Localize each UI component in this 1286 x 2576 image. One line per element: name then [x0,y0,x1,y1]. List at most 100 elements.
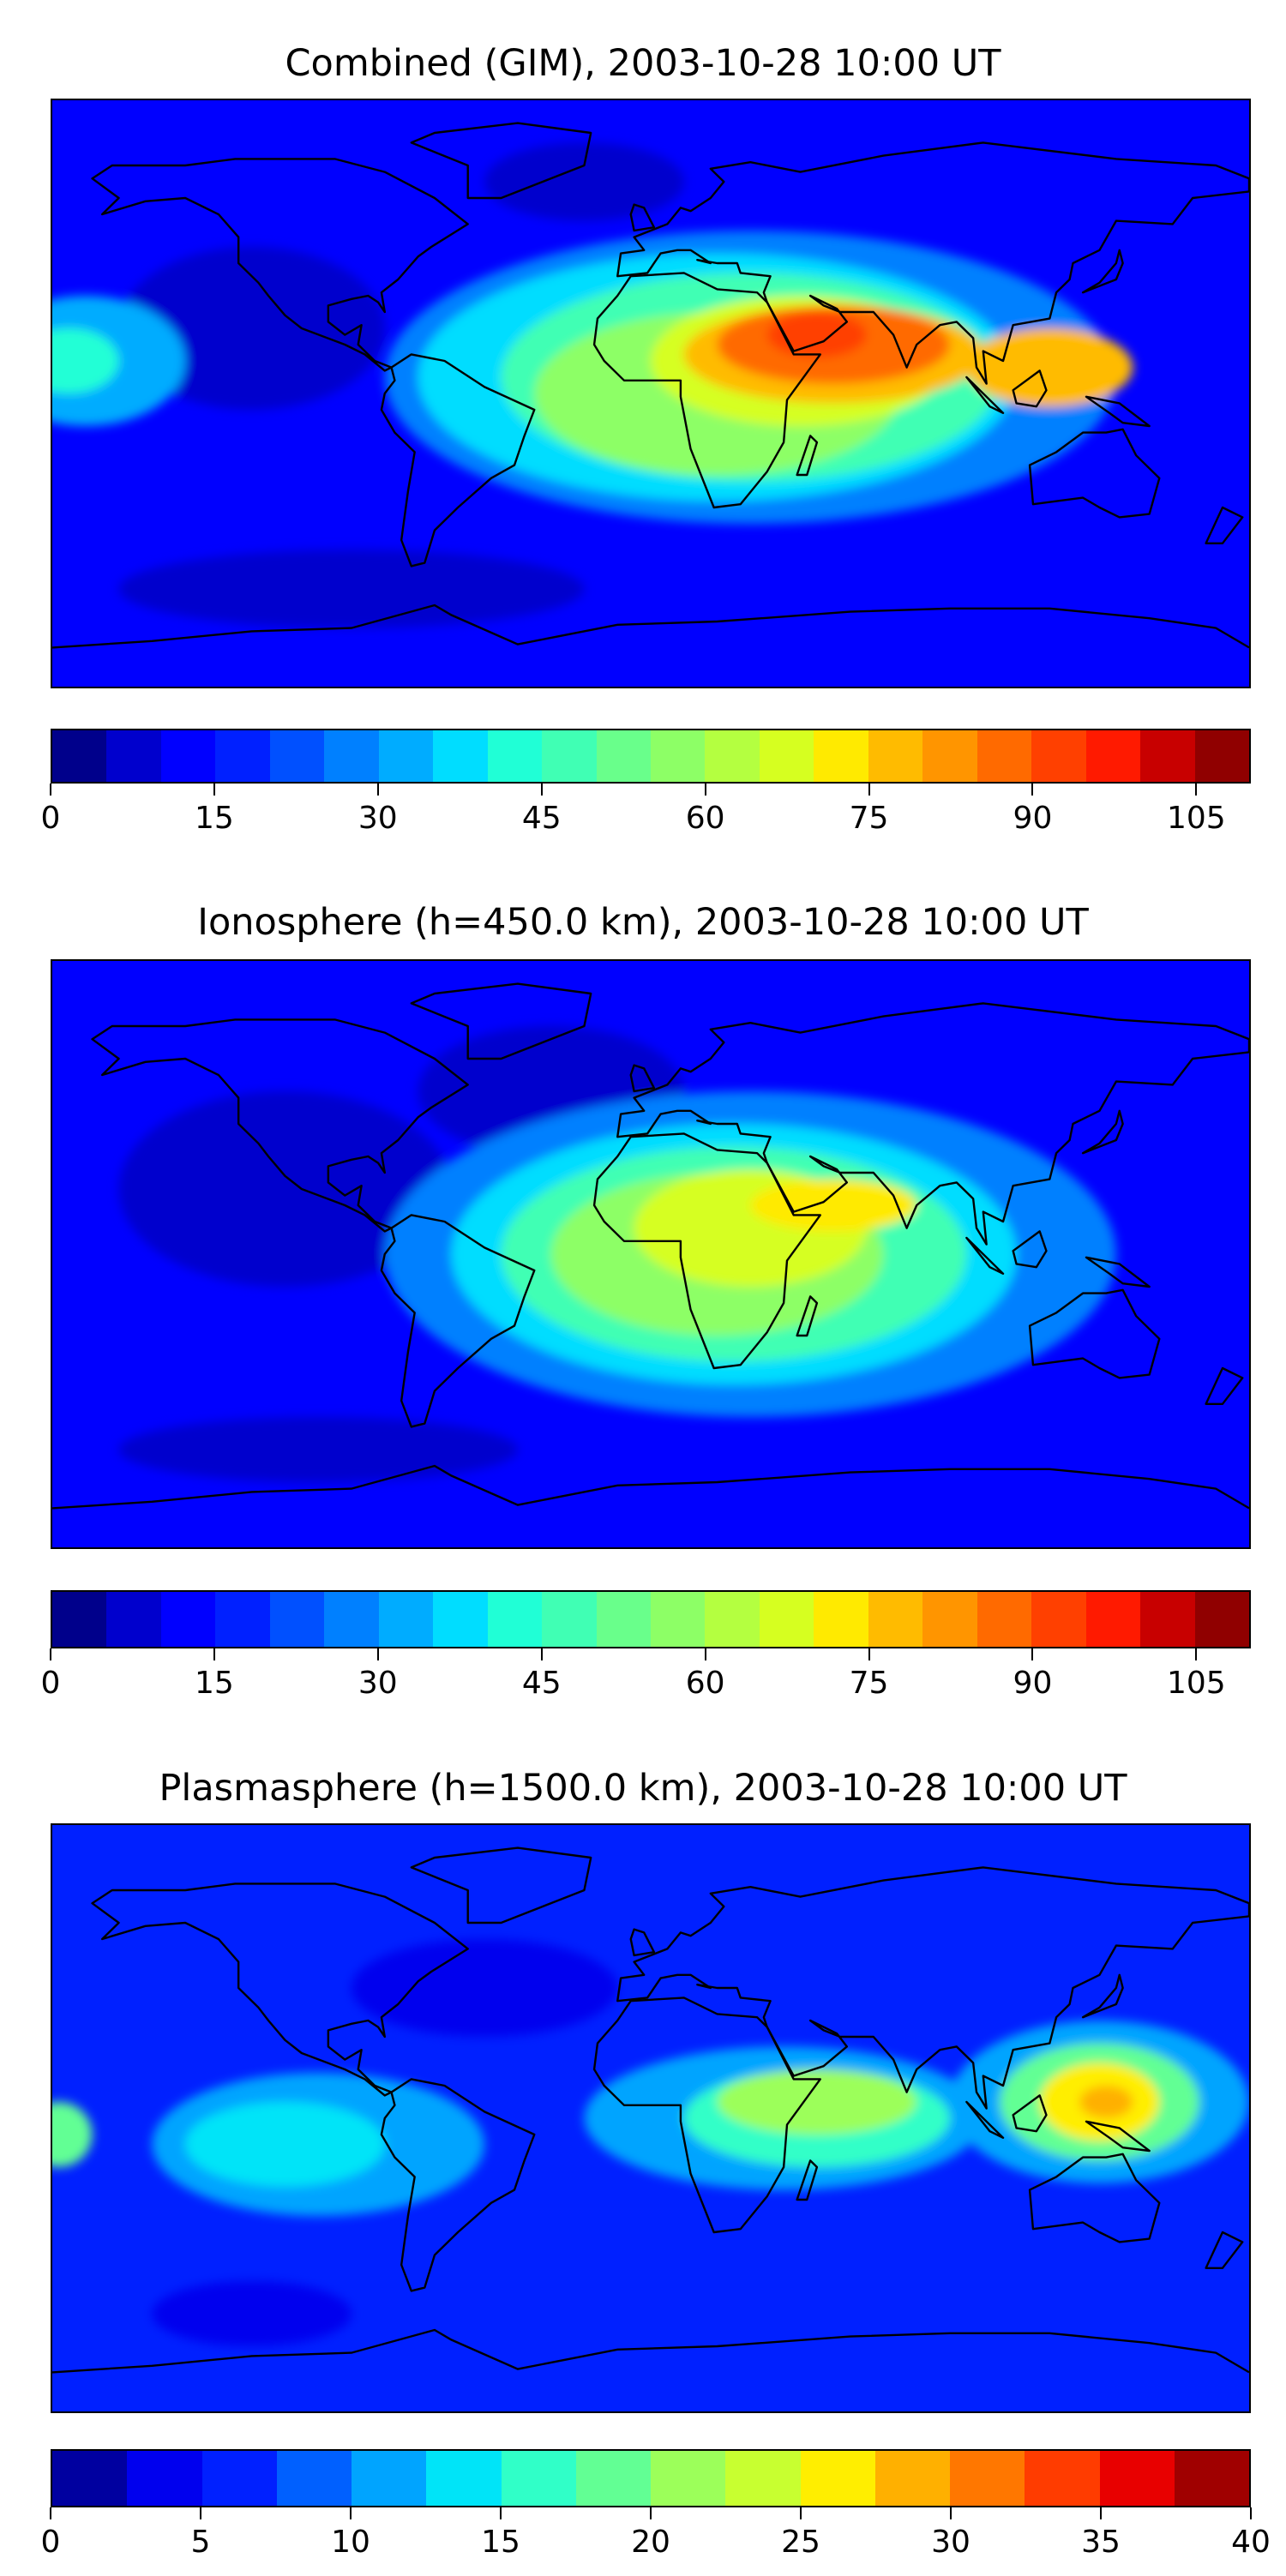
coastline-eurasia [617,1003,1249,1244]
field-contour [352,1939,618,2037]
colorbar-tick [213,1648,215,1660]
colorbar-tick [800,2507,802,2519]
colorbar-bin [950,2451,1025,2506]
colorbar-bin [868,730,923,782]
map-combined [51,99,1251,688]
colorbar-tick [950,2507,952,2519]
colorbar-tick [1195,1648,1198,1660]
colorbar-bin [922,730,977,782]
colorbar-bin [575,2451,651,2506]
colorbar-bin [1099,2451,1175,2506]
colorbar-tick [50,784,51,796]
colorbar-bin [324,730,379,782]
colorbar-bin [874,2451,950,2506]
coastline-australia [1030,1290,1159,1378]
colorbar-bin [433,1592,488,1647]
colorbar-ticks-ionosphere: 0 15 30 45 60 75 90 105 [41,1648,1251,1717]
colorbar-tick-label: 0 [40,1666,61,1701]
colorbar-tick-label: 10 [331,2525,370,2560]
colorbar-bin [269,1592,325,1647]
colorbar-tick [50,2507,51,2519]
colorbar-bin [201,2451,277,2506]
colorbar-bin [596,1592,651,1647]
coastline-uk [631,205,654,231]
coastline-north-america [93,159,468,370]
colorbar-tick-label: 75 [849,1666,889,1701]
colorbar-bin [759,730,814,782]
colorbar-tick-label: 30 [931,2525,971,2560]
colorbar-tick [868,784,870,796]
colorbar-bin [759,1592,814,1647]
colorbar-bin [52,1592,107,1647]
map-title-ionosphere: Ionosphere (h=450.0 km), 2003-10-28 10:0… [197,901,1089,944]
coastline-greenland [412,123,591,198]
colorbar-bin [487,1592,543,1647]
map-title-combined: Combined (GIM), 2003-10-28 10:00 UT [285,42,1001,85]
coastline-japan [1083,250,1123,292]
colorbar-tick-label: 90 [1013,1666,1053,1701]
colorbar-ticks-plasmasphere: 0 5 10 15 20 25 30 35 40 [41,2507,1271,2576]
coastline-new-zealand [1206,1368,1243,1404]
colorbar-tick [350,2507,352,2519]
colorbar-tick-label: 60 [685,801,725,836]
coastline-madagascar [797,435,817,475]
field-contour [766,312,868,358]
field-contour [185,2102,385,2187]
colorbar-bin [977,730,1032,782]
colorbar-tick-label: 90 [1013,801,1053,836]
field-contour [118,1091,452,1287]
colorbar-bin [596,730,651,782]
colorbar-tick-label: 40 [1231,2525,1271,2560]
coastline-antarctica [52,2330,1249,2372]
colorbar-bin [215,730,270,782]
colorbar-bin [1031,730,1086,782]
colorbar-bin [705,1592,760,1647]
coastline-antarctica [52,1466,1249,1508]
colorbar-bin [1140,730,1195,782]
colorbar-tick [704,1648,706,1660]
colorbar-bin [106,730,161,782]
coastline-greenland [412,984,591,1059]
coastline-africa [594,1997,820,2232]
colorbar-tick [200,2507,201,2519]
field-contour [118,1417,518,1482]
colorbar-plasmasphere [51,2449,1251,2507]
coastline-australia [1030,2154,1159,2243]
colorbar-bin [276,2451,352,2506]
colorbar-bin [160,730,216,782]
colorbar-tick-label: 45 [521,801,562,836]
colorbar-tick-label: 105 [1167,1666,1226,1701]
coastline-new-guinea [1086,2122,1150,2151]
colorbar-bin [1174,2451,1249,2506]
colorbar-tick [50,1648,51,1660]
colorbar-bin [1031,1592,1086,1647]
field-contour [484,142,684,221]
colorbar-tick [1100,2507,1102,2519]
colorbar-bin [160,1592,216,1647]
colorbar-tick-label: 35 [1081,2525,1121,2560]
coastline-uk [631,1066,654,1091]
coastline-new-zealand [1206,2232,1243,2268]
colorbar-bin [1085,730,1141,782]
coastline-africa [594,1133,820,1368]
colorbar-bin [378,1592,434,1647]
colorbar-bin [215,1592,270,1647]
coastline-south-america [382,1215,534,1426]
field-contour [1079,2086,1133,2118]
coastline-south-america [382,354,534,566]
colorbar-tick [1031,784,1034,796]
field-contour [52,328,119,393]
coastline-greenland [412,1848,591,1923]
colorbar-tick-label: 45 [521,1666,562,1701]
colorbar-bin [542,1592,597,1647]
colorbar-bin [814,1592,868,1647]
colorbar-tick-label: 5 [190,2525,211,2560]
map-ionosphere [51,959,1251,1549]
colorbar-tick-label: 15 [195,801,234,836]
colorbar-tick [213,784,215,796]
coastline-australia [1030,429,1159,518]
coastline-south-america [382,2079,534,2291]
colorbar-tick-label: 15 [481,2525,520,2560]
colorbar-bin [1025,2451,1100,2506]
colorbar-tick [1195,784,1198,796]
